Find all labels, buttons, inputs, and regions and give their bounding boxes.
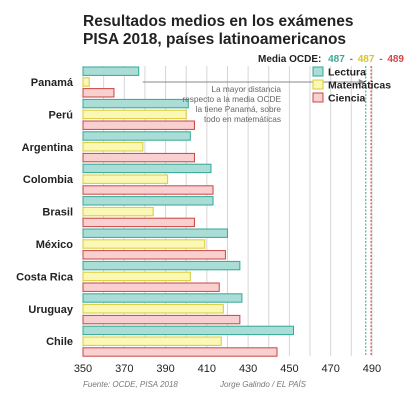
- x-tick-label: 350: [74, 363, 92, 375]
- x-axis-ticks: 350 370 390 410 430 450 470 490: [74, 363, 381, 375]
- bar-ciencia-1: [82, 120, 195, 130]
- bar-matemáticas-8: [82, 336, 222, 346]
- bar-lectura-3: [82, 163, 212, 174]
- category-label: Argentina: [22, 142, 74, 154]
- annotation-line-3: la tiene Panamá, sobre: [196, 104, 282, 114]
- category-label: Uruguay: [28, 304, 74, 316]
- x-tick-label: 390: [156, 363, 174, 375]
- bar-matemáticas-5: [82, 239, 206, 249]
- x-tick-label: 430: [239, 363, 257, 375]
- bars: [82, 66, 295, 357]
- bar-lectura-4: [82, 196, 214, 206]
- bar-ciencia-7: [82, 314, 241, 325]
- ocde-separator-1: -: [350, 54, 353, 65]
- ocde-label: Media OCDE:: [258, 54, 321, 65]
- bar-matemáticas-2: [82, 142, 144, 152]
- bar-ciencia-4: [82, 217, 195, 228]
- ocde-lectura-value: 487: [328, 54, 345, 65]
- bar-lectura-7: [82, 293, 243, 303]
- bar-matemáticas-1: [82, 109, 187, 120]
- chart-title-line2: PISA 2018, países latinoamericanos: [83, 31, 346, 48]
- x-tick-label: 410: [198, 363, 216, 375]
- source-note: Fuente: OCDE, PISA 2018: [83, 380, 178, 389]
- category-label: Perú: [49, 109, 73, 121]
- legend-swatch-ciencia: [312, 92, 324, 103]
- bar-matemáticas-6: [82, 271, 191, 282]
- bar-matemáticas-7: [82, 304, 224, 314]
- bar-ciencia-6: [82, 282, 220, 292]
- bar-ciencia-0: [82, 88, 115, 98]
- x-tick-label: 470: [322, 363, 340, 375]
- ocde-reference-label: Media OCDE: 487 - 487 - 489: [258, 54, 404, 65]
- bar-ciencia-8: [82, 347, 278, 357]
- annotation-line-2: respecto a la media OCDE: [182, 94, 281, 104]
- author-credit: Jorge Galindo / EL PAÍS: [219, 380, 307, 389]
- bar-lectura-1: [82, 98, 189, 109]
- category-label: Panamá: [31, 77, 74, 89]
- annotation-text: La mayor distancia respecto a la media O…: [182, 84, 281, 124]
- bar-ciencia-2: [82, 152, 195, 163]
- ocde-ciencia-value: 489: [387, 54, 404, 65]
- bar-lectura-8: [82, 325, 295, 336]
- legend-swatch-lectura: [312, 66, 324, 77]
- bar-matemáticas-4: [82, 206, 154, 217]
- chart-title-line1: Resultados medios en los exámenes: [83, 13, 354, 30]
- bar-lectura-0: [82, 66, 140, 76]
- x-tick-label: 450: [280, 363, 298, 375]
- svg-text:Media OCDE: 487 -: Media OCDE: 487 - 487 - 489: [258, 54, 404, 65]
- category-label: México: [36, 239, 74, 251]
- ocde-matematicas-value: 487: [358, 54, 375, 65]
- category-label: Costa Rica: [16, 271, 74, 283]
- category-label: Colombia: [23, 174, 74, 186]
- annotation-line-4: todo en matemáticas: [204, 114, 281, 124]
- ocde-reference-lines: [365, 66, 372, 356]
- bar-matemáticas-3: [82, 174, 169, 184]
- x-tick-label: 490: [363, 363, 381, 375]
- legend-swatch-matemáticas: [312, 79, 324, 90]
- category-labels: Panamá Perú Argentina Colombia Brasil México C…: [16, 77, 74, 348]
- x-tick-label: 370: [115, 363, 133, 375]
- bar-ciencia-5: [82, 250, 226, 260]
- bar-lectura-6: [82, 260, 241, 271]
- annotation-arrow: [142, 79, 365, 85]
- bar-lectura-5: [82, 228, 228, 238]
- category-label: Brasil: [42, 207, 73, 219]
- legend-label-lectura: Lectura: [328, 67, 366, 79]
- annotation-arrow-head: [358, 79, 365, 85]
- category-label: Chile: [46, 336, 73, 348]
- bar-lectura-2: [82, 131, 191, 141]
- annotation-line-1: La mayor distancia: [211, 84, 281, 94]
- legend-label-ciencia: Ciencia: [328, 93, 366, 105]
- bar-ciencia-3: [82, 185, 214, 195]
- ocde-separator-2: -: [379, 54, 382, 65]
- legend-label-matemáticas: Matemáticas: [328, 80, 391, 92]
- bar-matemáticas-0: [82, 77, 90, 87]
